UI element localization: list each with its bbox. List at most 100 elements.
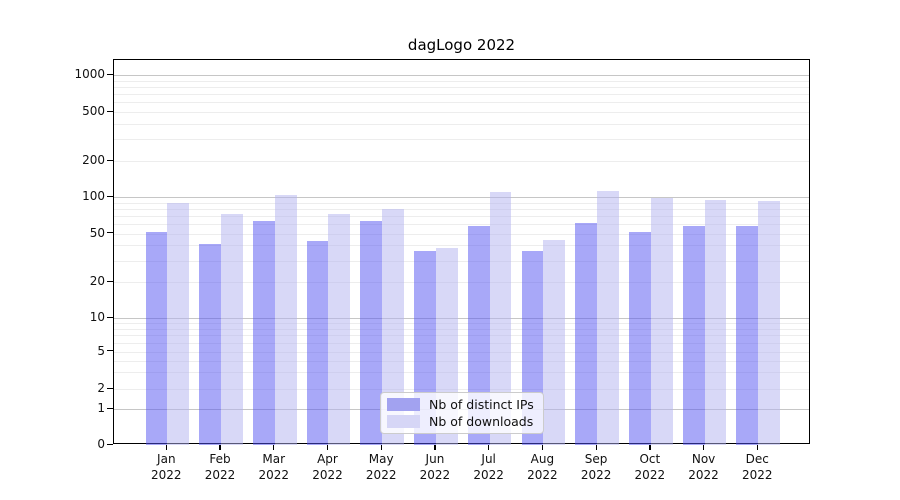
bar-downloads-apr [328, 214, 351, 445]
x-tick-label-mar: Mar 2022 [258, 452, 290, 482]
bar-ips-feb [199, 244, 222, 445]
gridline-10 [114, 318, 809, 319]
y-tick-mark-0 [106, 443, 113, 445]
bar-downloads-feb [221, 213, 243, 445]
x-tick-mark-nov [702, 444, 705, 450]
gridline-7 [114, 335, 809, 337]
y-tick-mark-500 [106, 110, 113, 112]
bar-ips-nov [682, 225, 705, 445]
legend: Nb of distinct IPs Nb of downloads [380, 392, 544, 434]
legend-swatch-distinct-ips [387, 398, 420, 411]
y-tick-mark-100 [106, 195, 113, 197]
legend-item-downloads: Nb of downloads [387, 414, 537, 429]
y-tick-label-10: 10 [89, 310, 105, 324]
y-tick-label-5: 5 [97, 343, 105, 358]
gridline-6 [114, 342, 809, 344]
gridline-1000 [114, 75, 809, 76]
y-tick-label-200: 200 [82, 153, 105, 167]
y-tick-label-1: 1 [97, 401, 105, 415]
x-tick-label-may: May 2022 [365, 452, 397, 482]
legend-item-distinct-ips: Nb of distinct IPs [387, 397, 537, 412]
gridline-50 [114, 233, 809, 235]
x-tick-mark-feb [219, 444, 221, 450]
x-tick-mark-jun [434, 444, 436, 450]
bar-ips-dec [736, 225, 759, 445]
bar-downloads-oct [650, 197, 673, 445]
gridline-8 [114, 328, 809, 330]
gridline-800 [114, 86, 809, 88]
bar-downloads-aug [543, 240, 566, 445]
gridline-600 [114, 102, 809, 104]
x-tick-mark-aug [541, 444, 544, 450]
x-tick-mark-dec [756, 444, 758, 450]
y-tick-label-500: 500 [82, 104, 105, 118]
legend-label-downloads: Nb of downloads [429, 414, 534, 429]
x-tick-label-jan: Jan 2022 [151, 452, 182, 482]
gridline-5 [114, 351, 809, 353]
y-tick-mark-200 [106, 159, 113, 161]
bar-ips-may [360, 220, 383, 445]
x-tick-label-dec: Dec 2022 [742, 452, 773, 482]
bar-ips-oct [629, 232, 651, 445]
bar-downloads-jul [489, 192, 512, 445]
legend-swatch-downloads [387, 415, 420, 428]
gridline-4 [114, 360, 809, 362]
x-tick-label-aug: Aug 2022 [527, 452, 558, 482]
x-tick-mark-mar [273, 444, 275, 450]
bar-ips-jan [145, 232, 168, 445]
gridline-20 [114, 282, 809, 283]
x-tick-mark-sep [595, 444, 597, 450]
gridline-200 [114, 161, 809, 162]
bar-downloads-mar [274, 195, 297, 445]
bar-ips-jul [467, 225, 490, 445]
x-tick-mark-jan [165, 444, 167, 450]
gridline-100 [114, 197, 809, 198]
bar-downloads-jan [167, 202, 190, 445]
x-tick-label-jul: Jul 2022 [473, 452, 504, 482]
bar-downloads-nov [704, 199, 727, 445]
gridline-900 [114, 80, 809, 82]
y-tick-mark-5 [106, 350, 113, 352]
gridline-400 [114, 123, 809, 125]
bar-ips-sep [575, 223, 598, 445]
bar-downloads-dec [758, 201, 781, 445]
y-tick-mark-1 [106, 407, 113, 409]
bar-downloads-sep [597, 191, 619, 445]
gridline-300 [114, 139, 809, 141]
gridline-90 [114, 202, 809, 204]
bar-downloads-may [382, 208, 404, 445]
gridline-9 [114, 323, 809, 325]
y-tick-mark-10 [106, 316, 113, 318]
y-tick-label-2: 2 [97, 381, 105, 395]
y-tick-label-20: 20 [89, 274, 105, 288]
gridline-80 [114, 208, 809, 210]
x-tick-label-jun: Jun 2022 [419, 452, 451, 482]
gridline-3 [114, 372, 809, 374]
y-tick-label-1000: 1000 [74, 67, 105, 81]
y-tick-label-50: 50 [89, 225, 105, 240]
x-tick-mark-apr [326, 444, 329, 450]
x-tick-label-nov: Nov 2022 [688, 452, 719, 482]
chart-title: dagLogo 2022 [407, 36, 516, 54]
gridline-2 [114, 389, 809, 390]
x-tick-mark-jul [488, 444, 490, 450]
gridline-70 [114, 215, 809, 217]
y-tick-mark-20 [106, 280, 113, 282]
bar-ips-mar [252, 221, 275, 445]
gridline-40 [114, 245, 809, 247]
x-tick-label-oct: Oct 2022 [634, 452, 666, 482]
gridline-30 [114, 260, 809, 262]
y-tick-mark-50 [106, 232, 113, 234]
bar-ips-apr [306, 241, 329, 445]
y-tick-mark-1000 [106, 73, 113, 75]
x-tick-label-apr: Apr 2022 [312, 452, 343, 482]
y-tick-mark-2 [106, 387, 113, 389]
gridline-500 [114, 112, 809, 113]
y-tick-label-100: 100 [82, 189, 105, 203]
gridline-700 [114, 94, 809, 96]
y-tick-label-0: 0 [97, 437, 105, 451]
plot-area [113, 59, 810, 445]
x-tick-mark-may [380, 444, 382, 450]
x-tick-label-feb: Feb 2022 [204, 452, 236, 482]
